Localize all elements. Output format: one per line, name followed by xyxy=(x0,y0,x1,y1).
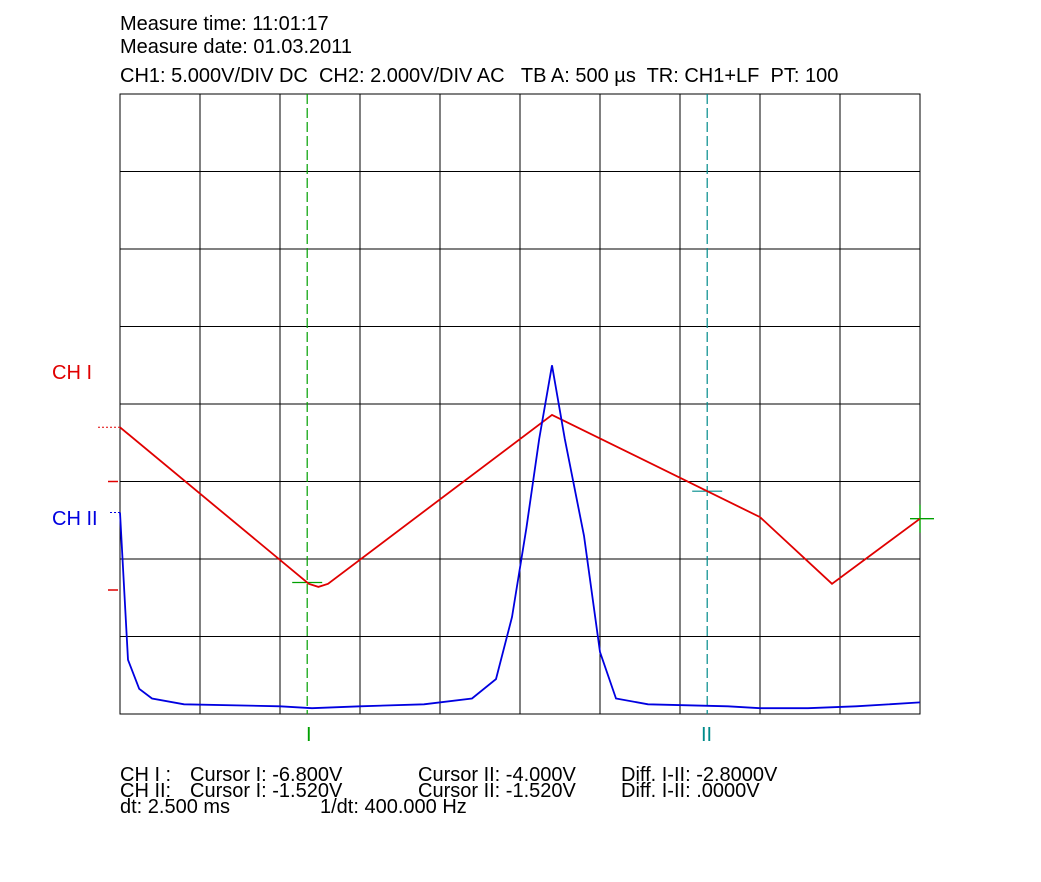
readout-ch1-name: CH I : xyxy=(120,764,172,786)
readout-inverse-dt: 1/dt: 400.000 Hz xyxy=(320,796,467,818)
readout-ch1-cursor1: Cursor I: -6.800V xyxy=(190,764,343,786)
cursor-2-label: II xyxy=(701,724,712,746)
cursor-readout: CH I : Cursor I: -6.800V Cursor II: -4.0… xyxy=(120,765,777,817)
grid xyxy=(119,93,921,715)
readout-ch1-cursor2: Cursor II: -4.000V xyxy=(418,764,576,786)
readout-ch2-diff: Diff. I-II: .0000V xyxy=(621,780,760,802)
ch2-label: CH II xyxy=(52,508,98,530)
readout-ch1-diff: Diff. I-II: -2.8000V xyxy=(621,764,778,786)
ch2-trace xyxy=(119,365,921,710)
readout-ch2-cursor1: Cursor I: -1.520V xyxy=(190,780,343,802)
readout-row-ch2: CH II: Cursor I: -1.520V Cursor II: -1.5… xyxy=(120,781,760,801)
readout-ch2-name: CH II: xyxy=(120,780,172,802)
readout-ch2-cursor2: Cursor II: -1.520V xyxy=(418,780,576,802)
readout-row-ch1: CH I : Cursor I: -6.800V Cursor II: -4.0… xyxy=(120,765,777,785)
measure-date: Measure date: 01.03.2011 xyxy=(120,36,353,58)
readout-dt: dt: 2.500 ms xyxy=(120,796,231,818)
readout-row-time: dt: 2.500 ms 1/dt: 400.000 Hz xyxy=(120,797,467,817)
ch1-label: CH I xyxy=(52,362,92,384)
ch1-trace xyxy=(119,413,921,588)
cursor-1-label: I xyxy=(306,724,312,746)
channel-settings: CH1: 5.000V/DIV DC CH2: 2.000V/DIV AC TB… xyxy=(120,65,839,87)
channel-markers xyxy=(98,426,934,591)
measure-time: Measure time: 11:01:17 xyxy=(120,13,329,35)
oscilloscope-plot: CH I CH II I II xyxy=(52,93,934,746)
